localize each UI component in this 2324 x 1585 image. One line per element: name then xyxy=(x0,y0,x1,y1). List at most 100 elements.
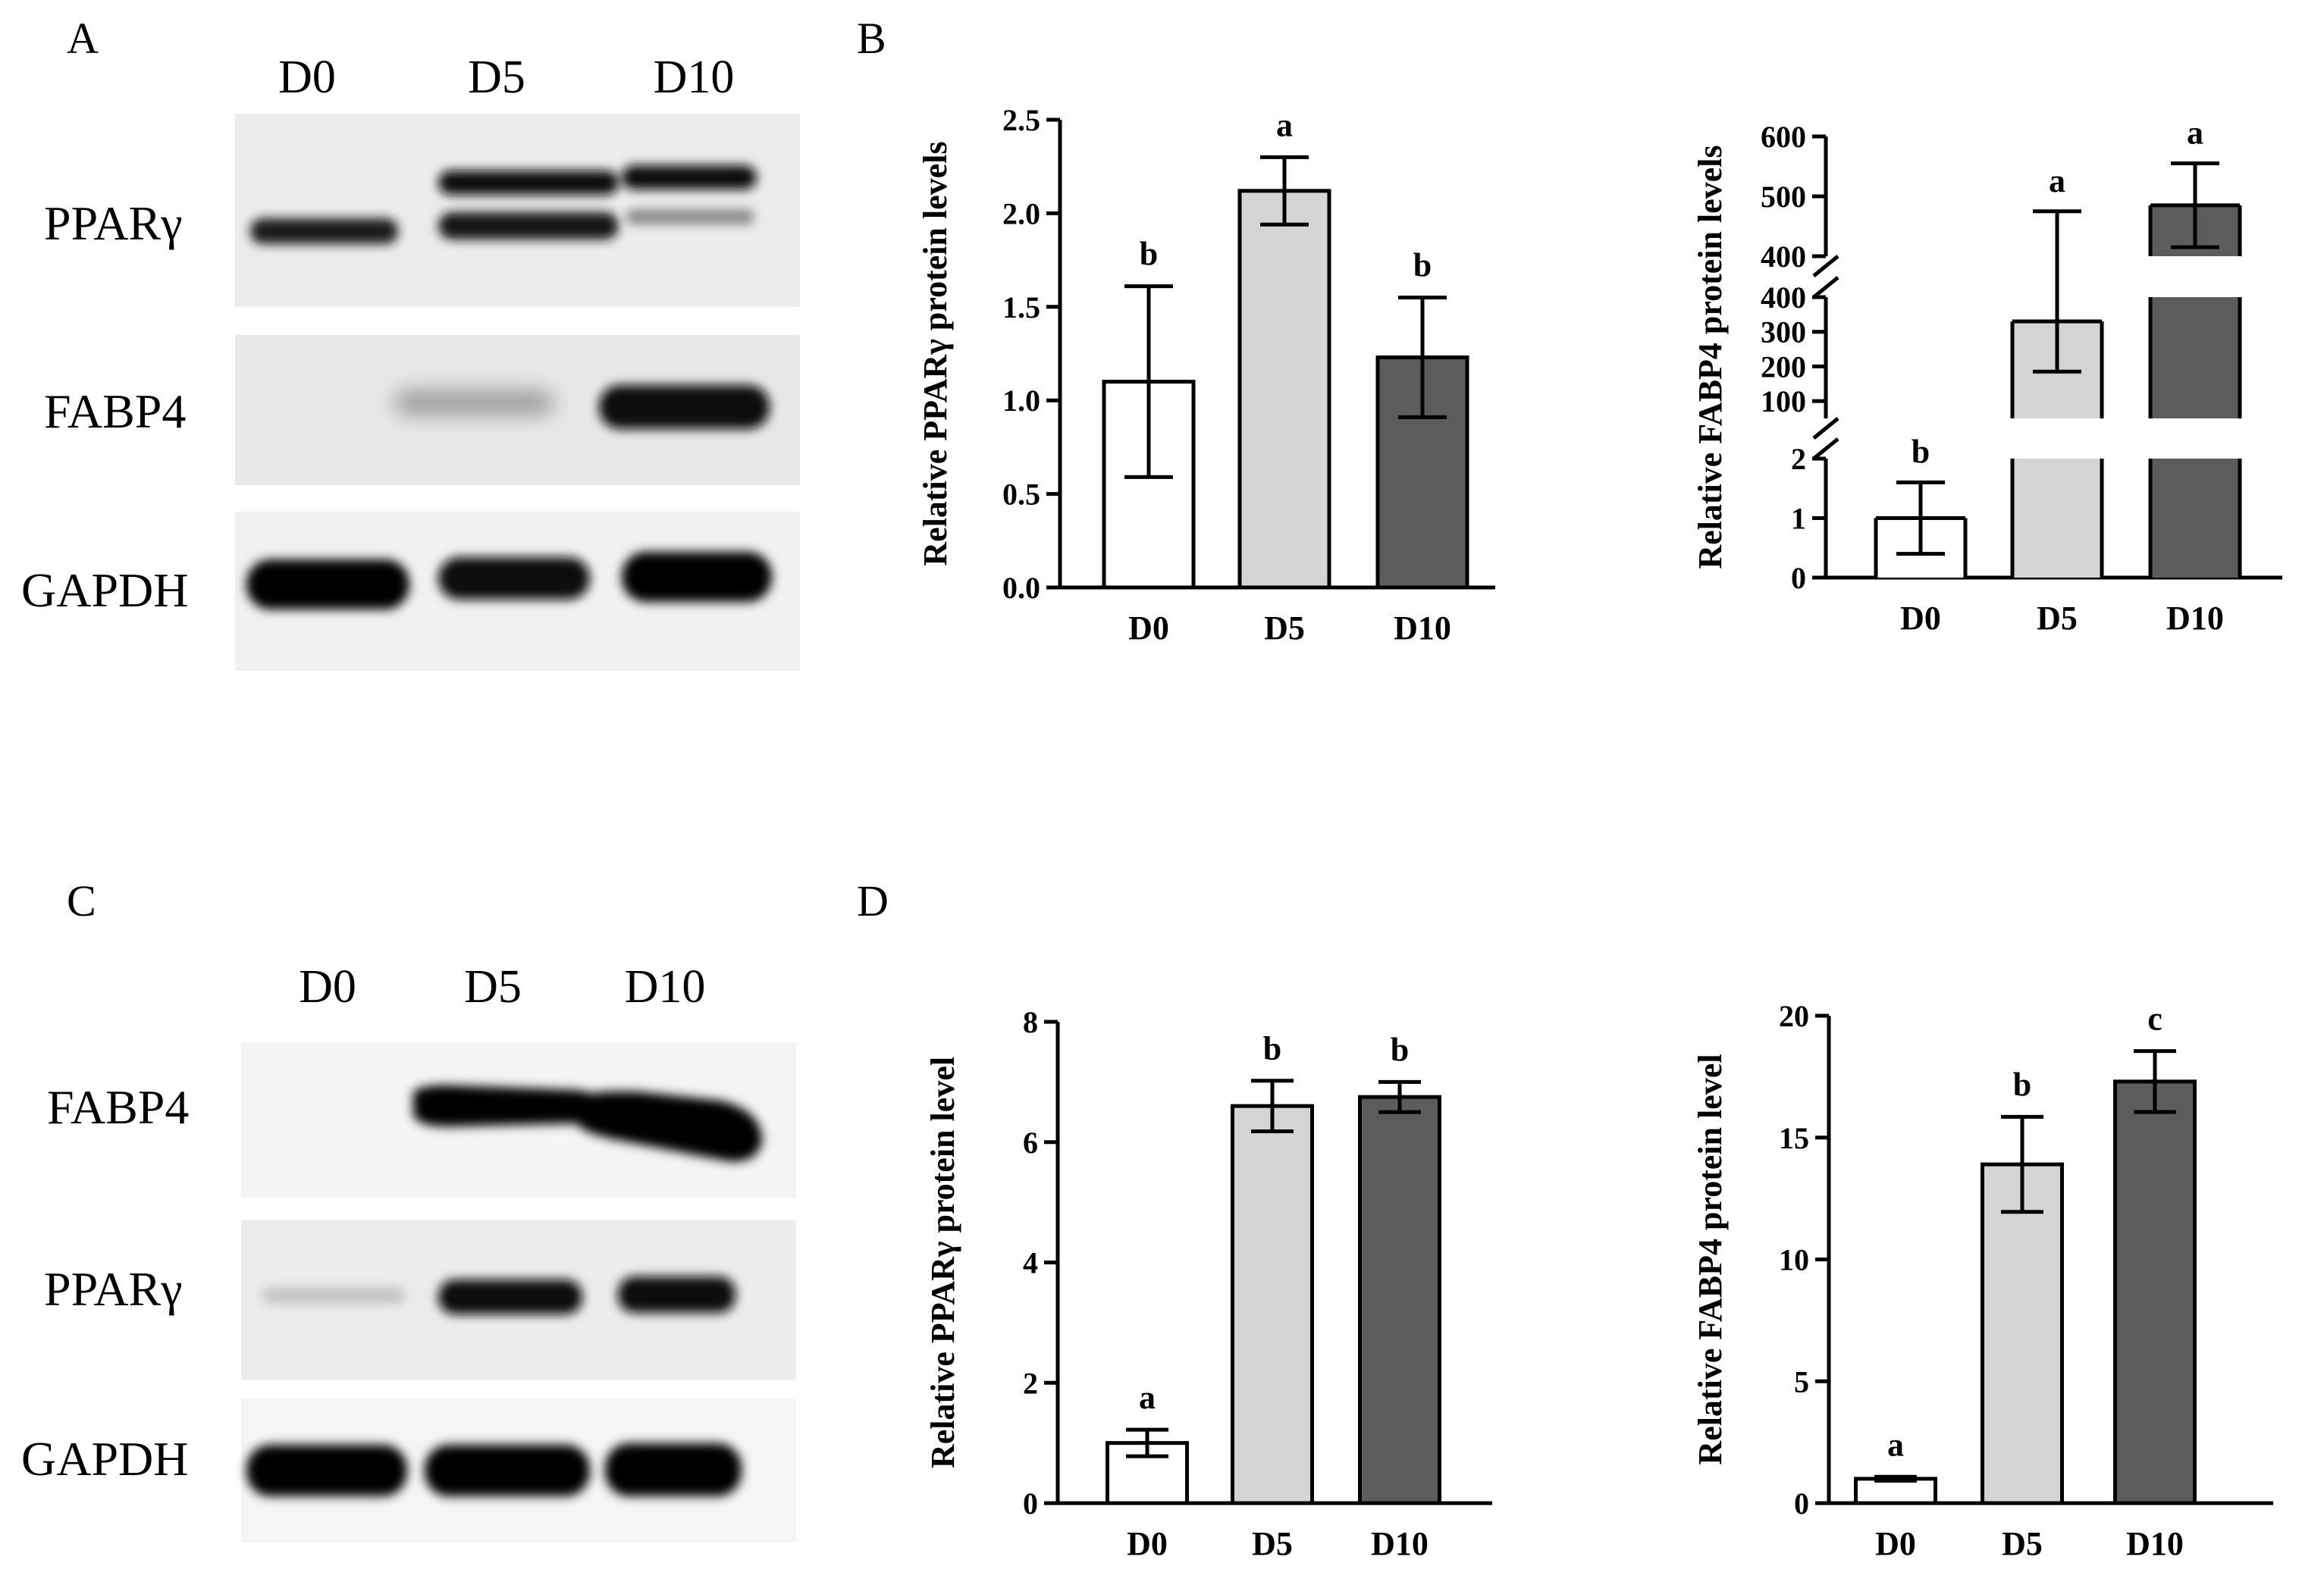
y-tick-label: 300 xyxy=(1761,315,1806,349)
y-tick-label: 200 xyxy=(1761,349,1806,384)
band-fabp4-d5 xyxy=(394,390,554,415)
x-tick-label: D5 xyxy=(2037,600,2078,637)
x-tick-label: D0 xyxy=(1127,1525,1168,1562)
y-tick-label: 500 xyxy=(1761,180,1806,214)
y-tick-label: 100 xyxy=(1761,384,1806,418)
band-fabp4-d5 xyxy=(413,1085,599,1127)
y-axis-title: Relative FABP4 protein level xyxy=(1692,1054,1729,1464)
significance-label: a xyxy=(2049,162,2065,199)
x-tick-label: D5 xyxy=(1264,609,1305,647)
western-blot-a: D0 D5 D10 PPARγ FABP4 GAPDH xyxy=(21,52,800,671)
x-tick-label: D0 xyxy=(1128,609,1169,647)
band-gapdh-d10 xyxy=(622,552,772,602)
significance-label: b xyxy=(1912,433,1930,470)
significance-label: b xyxy=(2013,1066,2031,1103)
y-tick-label: 2.5 xyxy=(1002,103,1040,137)
significance-label: a xyxy=(1139,1379,1156,1416)
chart-b-pparg: 0.0 0.5 1.0 1.5 2.0 2.5 Relative PPARγ protein… xyxy=(917,103,1495,647)
lane-label-d0: D0 xyxy=(299,961,356,1013)
band-fabp4-d10 xyxy=(576,1091,762,1162)
panel-letter-c: C xyxy=(67,876,96,926)
y-tick-label: 400 xyxy=(1761,240,1806,274)
panel-letter-a: A xyxy=(67,14,99,63)
x-tick-label: D5 xyxy=(1252,1525,1293,1562)
y-tick-label: 2 xyxy=(1791,442,1806,476)
band-gapdh-d10 xyxy=(605,1443,742,1496)
band-pparg-d5-upper xyxy=(438,171,619,195)
chart-d-pparg: 0 2 4 6 8 Relative PPARγ protein level a D0 b D5 b… xyxy=(924,1005,1492,1562)
y-tick-label: 1.0 xyxy=(1002,384,1040,418)
significance-label: b xyxy=(1413,246,1432,283)
significance-label: b xyxy=(1140,236,1158,273)
band-pparg-d0 xyxy=(250,218,398,244)
axis-break-mark xyxy=(1812,255,1839,277)
y-tick-label: 0 xyxy=(1023,1486,1038,1521)
y-axis-title: Relative PPARγ protein levels xyxy=(917,141,954,565)
band-pparg-d0 xyxy=(262,1287,406,1304)
significance-label: a xyxy=(1276,106,1293,143)
band-gapdh-d5 xyxy=(438,557,590,600)
y-tick-label: 4 xyxy=(1023,1246,1038,1280)
y-tick-label: 6 xyxy=(1023,1126,1038,1160)
lane-label-d5: D5 xyxy=(468,52,525,103)
band-gapdh-d0 xyxy=(246,559,409,609)
y-tick-label: 0 xyxy=(1794,1486,1809,1521)
panel-letter-b: B xyxy=(857,14,886,63)
significance-label: b xyxy=(1263,1030,1281,1067)
band-gapdh-d5 xyxy=(425,1445,590,1496)
protein-label-gapdh: GAPDH xyxy=(21,1432,188,1486)
band-pparg-d10-lower xyxy=(626,209,754,224)
y-tick-label: 5 xyxy=(1794,1364,1809,1399)
y-tick-label: 0 xyxy=(1791,561,1806,595)
y-axis-title: Relative FABP4 protein levels xyxy=(1692,145,1729,569)
bar-d10-segment xyxy=(2150,459,2240,578)
axis-break-mark xyxy=(1812,437,1839,460)
protein-label-gapdh: GAPDH xyxy=(21,563,188,617)
bar-d10 xyxy=(1358,1095,1441,1505)
lane-label-d10: D10 xyxy=(625,961,706,1013)
bar-d5-segment xyxy=(2012,459,2102,578)
chart-d-fabp4: 0 5 10 15 20 Relative FABP4 protein level a D0 b… xyxy=(1692,999,2273,1562)
axis-break-mark xyxy=(1812,276,1839,299)
x-tick-label: D0 xyxy=(1900,600,1941,637)
x-tick-label: D10 xyxy=(2126,1525,2184,1562)
lane-label-d10: D10 xyxy=(654,52,735,103)
bar-d10 xyxy=(2113,1079,2197,1505)
protein-label-pparg: PPARγ xyxy=(44,196,183,250)
bar-d5 xyxy=(1981,1162,2064,1505)
significance-label: c xyxy=(2147,1001,2162,1038)
x-tick-label: D0 xyxy=(1875,1525,1916,1562)
panel-letter-d: D xyxy=(857,876,889,926)
y-tick-label: 15 xyxy=(1779,1121,1809,1155)
protein-label-fabp4: FABP4 xyxy=(44,384,186,438)
x-tick-label: D10 xyxy=(1394,609,1451,647)
x-tick-label: D10 xyxy=(1371,1525,1429,1562)
significance-label: b xyxy=(1391,1031,1409,1068)
lane-label-d5: D5 xyxy=(464,961,522,1013)
y-tick-label: 0.0 xyxy=(1002,571,1040,605)
y-axis-title: Relative PPARγ protein level xyxy=(924,1057,961,1468)
lane-label-d0: D0 xyxy=(278,52,336,103)
bar-d5 xyxy=(1231,1104,1314,1505)
band-pparg-d10 xyxy=(618,1276,735,1313)
x-tick-label: D10 xyxy=(2166,600,2224,637)
axis-break-mark xyxy=(1812,417,1839,440)
band-pparg-d5-lower xyxy=(438,212,619,240)
protein-label-pparg: PPARγ xyxy=(44,1262,183,1316)
protein-label-fabp4: FABP4 xyxy=(47,1080,189,1134)
y-tick-label: 600 xyxy=(1761,120,1806,154)
band-fabp4-d10 xyxy=(599,385,770,429)
y-tick-label: 2.0 xyxy=(1002,196,1040,230)
bar-d10-segment xyxy=(2150,297,2240,418)
western-blot-c: D0 D5 D10 FABP4 PPARγ GAPDH xyxy=(21,961,796,1543)
y-tick-label: 1.5 xyxy=(1002,290,1040,324)
y-tick-label: 8 xyxy=(1023,1005,1038,1039)
band-pparg-d5 xyxy=(438,1280,582,1314)
y-tick-label: 400 xyxy=(1761,280,1806,315)
bar-d5 xyxy=(1237,189,1331,590)
x-tick-label: D5 xyxy=(2002,1525,2043,1562)
y-tick-label: 10 xyxy=(1779,1243,1809,1277)
band-pparg-d10-upper xyxy=(622,165,757,190)
y-tick-label: 20 xyxy=(1779,999,1809,1033)
